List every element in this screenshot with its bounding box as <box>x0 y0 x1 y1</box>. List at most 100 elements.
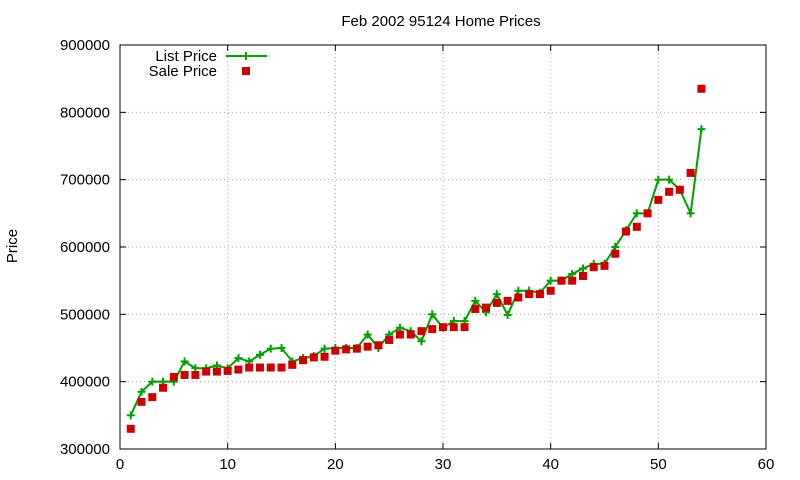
sale-price-point <box>632 222 641 231</box>
sale-price-point <box>600 261 609 270</box>
x-tick-label: 50 <box>650 456 667 473</box>
sale-price-point <box>159 383 168 392</box>
legend-label-sale-price: Sale Price <box>149 63 217 80</box>
list-price-point <box>568 269 577 278</box>
sale-price-point <box>439 323 447 332</box>
sale-price-point <box>126 424 135 433</box>
sale-price-point <box>406 330 415 339</box>
sale-price-point <box>460 323 469 332</box>
sale-price-point <box>255 363 264 372</box>
sale-price-point <box>492 298 501 307</box>
list-price-point <box>514 286 523 295</box>
sale-price-point <box>309 353 318 362</box>
list-price-point <box>277 344 286 352</box>
chart-title: Feb 2002 95124 Home Prices <box>341 13 540 30</box>
y-axis-label: Price <box>4 229 21 263</box>
sale-price-point <box>525 290 534 299</box>
sale-price-point <box>288 360 297 369</box>
sale-price-point <box>342 345 351 354</box>
y-tick-label: 700000 <box>60 172 110 189</box>
sale-price-point <box>503 296 512 305</box>
sale-price-point <box>697 84 706 93</box>
list-price-point <box>266 344 275 353</box>
sale-price-point <box>611 249 620 258</box>
sale-price-point <box>654 195 663 204</box>
list-price-point <box>654 175 663 184</box>
y-tick-label: 900000 <box>60 37 110 54</box>
list-price-point <box>471 296 480 305</box>
legend-swatch-list-price-marker <box>242 52 250 60</box>
sale-price-point <box>643 209 652 218</box>
sale-price-point <box>417 327 426 336</box>
list-price-point <box>126 411 135 420</box>
sale-price-point <box>665 187 674 196</box>
sale-price-point <box>266 363 275 372</box>
sale-price-point <box>546 286 555 295</box>
list-price-point <box>697 125 706 134</box>
x-tick-label: 0 <box>116 456 124 473</box>
list-price-point <box>234 354 243 363</box>
series-sale-price <box>126 84 706 433</box>
y-tick-labels: 300000 400000 500000 600000 700000 800000 9000… <box>60 37 110 458</box>
sale-price-point <box>568 276 577 285</box>
y-tick-label: 500000 <box>60 306 110 323</box>
grid-lines <box>120 45 766 449</box>
list-price-point <box>632 209 641 218</box>
y-tick-label: 400000 <box>60 374 110 391</box>
sale-price-point <box>589 263 598 272</box>
sale-price-point <box>622 227 631 236</box>
sale-price-point <box>675 185 684 194</box>
list-price-point <box>395 323 404 332</box>
sale-price-point <box>223 366 232 375</box>
sale-price-point <box>428 325 437 334</box>
sale-price-point <box>202 367 211 376</box>
sale-price-point <box>535 290 544 299</box>
list-price-point <box>492 290 501 299</box>
list-price-point <box>611 243 620 251</box>
sale-price-point <box>148 393 157 402</box>
sale-price-point <box>686 168 695 177</box>
list-price-point <box>363 330 372 339</box>
list-price-point <box>137 387 146 396</box>
sale-price-point <box>212 367 221 376</box>
sale-price-point <box>385 335 394 344</box>
legend: List Price Sale Price <box>149 48 267 80</box>
sale-price-point <box>191 370 200 379</box>
sale-price-point <box>482 303 491 312</box>
sale-price-point <box>352 344 361 353</box>
sale-price-point <box>331 346 340 355</box>
sale-price-point <box>299 356 308 365</box>
x-tick-label: 60 <box>758 456 775 473</box>
sale-price-point <box>234 365 243 374</box>
list-price-point <box>255 350 264 359</box>
list-price-point <box>578 264 587 273</box>
sale-price-point <box>557 276 566 285</box>
list-price-point <box>686 209 695 218</box>
x-tick-label: 10 <box>219 456 236 473</box>
list-price-point <box>665 175 674 184</box>
list-price-point <box>191 364 200 373</box>
x-tick-labels: 0 10 20 30 40 50 60 <box>116 456 775 473</box>
data-series <box>126 84 706 433</box>
list-price-point <box>428 310 437 319</box>
plot-frame <box>119 44 767 450</box>
sale-price-point <box>320 352 329 361</box>
sale-price-point <box>471 304 480 313</box>
list-price-point <box>417 337 426 346</box>
legend-swatches <box>226 52 267 75</box>
list-price-point <box>148 377 157 386</box>
legend-label-list-price: List Price <box>155 48 217 65</box>
x-tick-label: 30 <box>435 456 452 473</box>
list-price-point <box>320 344 329 353</box>
sale-price-point <box>395 330 404 339</box>
sale-price-point <box>245 363 254 372</box>
sale-price-point <box>137 397 146 406</box>
y-tick-label: 600000 <box>60 239 110 256</box>
sale-price-point <box>374 341 383 350</box>
sale-price-point <box>578 271 587 280</box>
list-price-point <box>180 357 189 366</box>
sale-price-point <box>514 293 523 302</box>
x-tick-label: 20 <box>327 456 344 473</box>
sale-price-point <box>180 370 189 379</box>
list-price-point <box>503 311 512 320</box>
